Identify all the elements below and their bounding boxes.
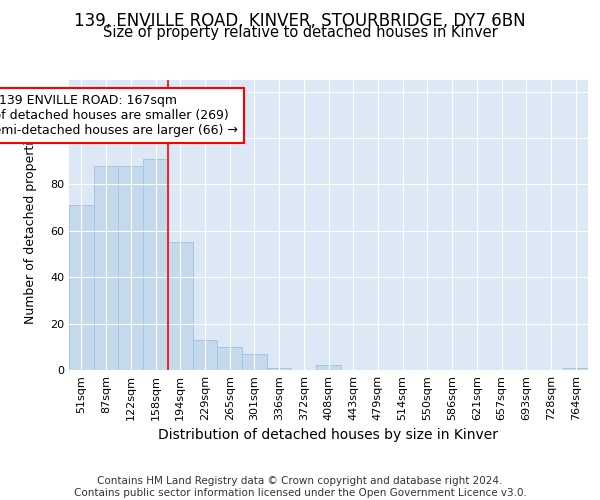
Y-axis label: Number of detached properties: Number of detached properties xyxy=(25,126,37,324)
X-axis label: Distribution of detached houses by size in Kinver: Distribution of detached houses by size … xyxy=(158,428,499,442)
Bar xyxy=(193,340,217,370)
Bar xyxy=(267,368,292,370)
Bar xyxy=(143,159,168,370)
Bar xyxy=(563,368,588,370)
Bar xyxy=(242,354,267,370)
Text: 139, ENVILLE ROAD, KINVER, STOURBRIDGE, DY7 6BN: 139, ENVILLE ROAD, KINVER, STOURBRIDGE, … xyxy=(74,12,526,30)
Bar xyxy=(316,366,341,370)
Bar xyxy=(168,242,193,370)
Bar xyxy=(94,166,118,370)
Bar xyxy=(118,166,143,370)
Text: 139 ENVILLE ROAD: 167sqm
← 80% of detached houses are smaller (269)
20% of semi-: 139 ENVILLE ROAD: 167sqm ← 80% of detach… xyxy=(0,94,238,137)
Bar xyxy=(69,206,94,370)
Text: Contains HM Land Registry data © Crown copyright and database right 2024.
Contai: Contains HM Land Registry data © Crown c… xyxy=(74,476,526,498)
Text: Size of property relative to detached houses in Kinver: Size of property relative to detached ho… xyxy=(103,25,497,40)
Bar xyxy=(217,347,242,370)
